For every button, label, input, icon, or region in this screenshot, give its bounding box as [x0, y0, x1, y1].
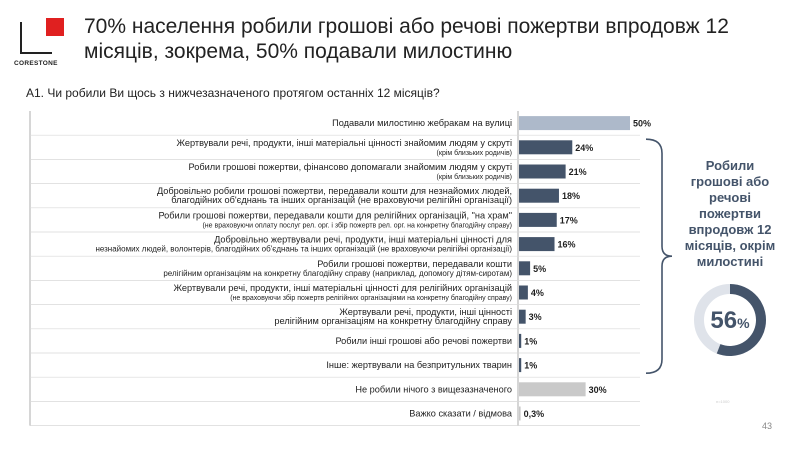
category-label-line: Робили грошові пожертви, фінансово допом…: [189, 162, 512, 172]
value-label-2: 24%: [575, 143, 593, 153]
category-label-line: незнайомих людей, волонтерів, благодійни…: [95, 245, 512, 254]
bar-9: [519, 309, 526, 324]
category-label-line: Добровільно жертвували речі, продукти, і…: [214, 235, 512, 245]
group-brace: [645, 138, 673, 374]
bar-10: [519, 333, 522, 348]
value-label-11: 1%: [524, 361, 537, 371]
donut-fill: [716, 284, 766, 356]
value-label-7: 5%: [533, 264, 546, 274]
category-label-7: Робили грошові пожертви, передавали кошт…: [163, 259, 512, 278]
category-label-line: Не робили нічого з вищезазначеного: [355, 384, 512, 394]
category-label-line: (крім близьких родичів): [437, 173, 512, 181]
category-label-13: Важко сказати / відмова: [409, 409, 513, 419]
value-label-5: 17%: [560, 215, 578, 225]
category-label-line: Інше: жертвували на безпритульних тварин: [326, 360, 512, 370]
category-label-line: (не враховуючи оплату послуг рел. орг. і…: [202, 221, 512, 229]
slide-title: 70% населення робили грошові або речові …: [84, 15, 729, 63]
category-label-line: Робили грошові пожертви, передавали кошт…: [317, 259, 512, 269]
page-number: 43: [762, 421, 773, 431]
category-label-line: Жертвували речі, продукти, інші матеріал…: [173, 283, 512, 293]
category-label-3: Робили грошові пожертви, фінансово допом…: [189, 162, 512, 181]
category-label-line: Робили грошові пожертви, передавали кошт…: [158, 210, 512, 220]
category-label-line: релігійним організаціям на конкретну бла…: [163, 269, 512, 278]
category-label-line: (крім близьких родичів): [437, 149, 512, 157]
value-label-12: 30%: [589, 385, 607, 395]
corestone-logo: CORESTONE: [14, 14, 70, 74]
category-label-line: благодійних об'єднань та інших організац…: [171, 195, 512, 205]
value-label-4: 18%: [562, 191, 580, 201]
category-label-5: Робили грошові пожертви, передавали кошт…: [158, 210, 512, 229]
category-label-line: Подавали милостиню жебракам на вулиці: [332, 118, 512, 128]
category-label-9: Жертвували речі, продукти, інші цінності…: [274, 307, 512, 326]
bar-8: [519, 285, 528, 300]
bar-5: [519, 212, 557, 227]
bar-4: [519, 188, 559, 203]
side-summary-text: Робили грошові або речові пожертви впрод…: [684, 158, 776, 269]
category-label-8: Жертвували речі, продукти, інші матеріал…: [173, 283, 512, 302]
bar-1: [519, 116, 630, 131]
value-label-6: 16%: [558, 240, 576, 250]
bar-11: [519, 358, 522, 373]
bar-12: [519, 382, 586, 397]
category-label-line: Жертвували речі, продукти, інші матеріал…: [176, 138, 512, 148]
question-text: А1. Чи робили Ви щось з нижчезазначеного…: [26, 86, 440, 100]
bar-13: [519, 406, 521, 421]
logo-frame: [20, 22, 52, 54]
category-label-10: Робили інші грошові або речові пожертви: [335, 336, 512, 346]
value-label-8: 4%: [531, 288, 544, 298]
value-label-10: 1%: [524, 336, 537, 346]
category-label-11: Інше: жертвували на безпритульних тварин: [326, 360, 512, 370]
donut-value-number: 56: [710, 307, 737, 334]
sample-footnote: n=1000: [716, 399, 730, 404]
value-label-3: 21%: [569, 167, 587, 177]
category-label-2: Жертвували речі, продукти, інші матеріал…: [176, 138, 512, 157]
category-label-1: Подавали милостиню жебракам на вулиці: [332, 118, 512, 128]
category-label-4: Добровільно робили грошові пожертви, пер…: [157, 186, 512, 205]
category-label-line: Жертвували речі, продукти, інші цінності: [339, 307, 512, 317]
bar-3: [519, 164, 566, 179]
donut-value-suffix: %: [737, 315, 750, 331]
category-label-line: Важко сказати / відмова: [409, 409, 513, 419]
value-label-13: 0,3%: [524, 409, 545, 419]
category-label-12: Не робили нічого з вищезазначеного: [355, 384, 512, 394]
donut-value: 56%: [710, 307, 750, 334]
category-label-line: релігійним організаціям на конкретну бла…: [274, 316, 512, 326]
category-label-6: Добровільно жертвували речі, продукти, і…: [95, 235, 512, 254]
logo-text: CORESTONE: [14, 60, 58, 67]
category-label-line: (не враховуючи збір пожертв релігійних о…: [230, 294, 512, 302]
bar-2: [519, 140, 573, 155]
value-label-9: 3%: [529, 312, 542, 322]
category-label-line: Добровільно робили грошові пожертви, пер…: [157, 186, 512, 196]
bar-6: [519, 237, 555, 252]
value-label-1: 50%: [633, 119, 651, 129]
logo-red-square: [46, 18, 64, 36]
category-label-line: Робили інші грошові або речові пожертви: [335, 336, 512, 346]
bar-7: [519, 261, 531, 276]
